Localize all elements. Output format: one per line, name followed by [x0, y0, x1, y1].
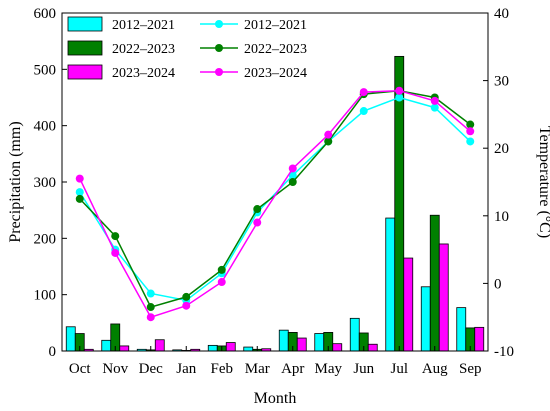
point-3-apr — [288, 164, 297, 173]
bar-1-jun — [349, 317, 360, 352]
x-tick-label: Oct — [69, 361, 91, 377]
y-left-tick-label: 400 — [34, 119, 57, 135]
point-3-feb — [217, 278, 226, 287]
legend-line-label: 2023–2024 — [244, 66, 307, 81]
legend-marker — [215, 44, 223, 52]
point-1-sep — [466, 137, 475, 146]
bar-3-feb — [225, 342, 236, 352]
x-tick-label: Dec — [139, 361, 163, 377]
legend-line-label: 2022–2023 — [244, 42, 307, 57]
legend-bar-swatch — [67, 64, 103, 80]
point-2-nov — [111, 232, 120, 241]
legend-bar-swatch — [67, 40, 103, 56]
bar-3-jul — [403, 257, 414, 352]
y-axis-right-title: Temperature (°C) — [536, 126, 550, 238]
legend-bar-swatch — [67, 16, 103, 32]
point-2-sep — [466, 120, 475, 129]
bar-1-sep — [456, 307, 467, 352]
point-3-mar — [253, 218, 262, 227]
point-1-jun — [359, 107, 368, 116]
legend-bar-label: 2012–2021 — [112, 18, 175, 33]
bar-1-feb — [207, 344, 218, 352]
line-series-1 — [79, 96, 471, 302]
x-tick-label: Feb — [211, 361, 234, 377]
point-1-oct — [75, 188, 84, 197]
bar-1-nov — [101, 339, 112, 352]
y-left-tick-label: 100 — [34, 288, 57, 304]
y-left-tick-label: 500 — [34, 62, 57, 78]
bar-2-aug — [429, 214, 440, 352]
legend-bar-label: 2022–2023 — [112, 42, 175, 57]
bar-3-apr — [296, 337, 307, 352]
axes-layer: 0 100 200 300 400 500 600 -10 0 10 20 30 40 Oct Nov Dec… — [34, 6, 515, 377]
y-left-tick-label: 300 — [34, 175, 57, 191]
legend: 2012–2021 2022–2023 2023–2024 2012–2021 2022… — [67, 16, 307, 81]
y-left-tick-label: 200 — [34, 231, 57, 247]
bar-1-jul — [385, 217, 396, 352]
y-left-tick-label: 0 — [49, 344, 57, 360]
point-3-oct — [75, 174, 84, 183]
x-tick-label: May — [315, 361, 343, 377]
bar-3-may — [332, 343, 343, 352]
bar-3-jun — [367, 343, 378, 352]
y-right-tick-label: 40 — [494, 6, 509, 22]
y-right-tick-label: 10 — [494, 209, 509, 225]
bar-1-oct — [65, 326, 76, 352]
x-tick-label: Nov — [102, 361, 128, 377]
point-1-dec — [146, 289, 155, 298]
point-3-sep — [466, 127, 475, 136]
point-2-oct — [75, 194, 84, 203]
bar-1-aug — [420, 286, 431, 352]
y-axis-left-title: Precipitation (mm) — [7, 121, 24, 242]
bar-1-may — [314, 333, 325, 352]
point-3-aug — [430, 96, 439, 105]
x-tick-label: Apr — [281, 361, 304, 377]
point-3-jul — [395, 86, 404, 95]
point-2-mar — [253, 205, 262, 214]
bar-1-mar — [243, 346, 254, 352]
point-2-jan — [182, 292, 191, 301]
line-series-3 — [79, 89, 471, 319]
x-tick-label: Jun — [353, 361, 374, 377]
legend-marker — [215, 68, 223, 76]
legend-line-label: 2012–2021 — [244, 18, 307, 33]
y-left-tick-label: 600 — [34, 6, 57, 22]
bar-3-nov — [119, 345, 130, 352]
point-2-dec — [146, 303, 155, 312]
point-1-apr — [288, 171, 297, 180]
point-2-may — [324, 137, 333, 146]
bar-3-sep — [474, 326, 485, 352]
point-1-aug — [430, 103, 439, 112]
legend-marker — [215, 20, 223, 28]
point-2-apr — [288, 178, 297, 186]
point-2-feb — [217, 265, 226, 274]
point-3-jan — [182, 301, 191, 310]
point-3-dec — [146, 313, 155, 322]
y-right-tick-label: 0 — [494, 276, 502, 292]
x-tick-label: Mar — [245, 361, 270, 377]
bar-1-apr — [278, 329, 289, 352]
bars-layer — [65, 55, 485, 352]
y-right-tick-label: 20 — [494, 141, 509, 157]
bar-3-dec — [154, 339, 165, 352]
x-tick-label: Aug — [422, 361, 448, 377]
x-tick-label: Jan — [176, 361, 196, 377]
point-3-jun — [359, 88, 368, 97]
bar-3-aug — [438, 243, 449, 352]
y-right-tick-label: 30 — [494, 74, 509, 90]
point-3-may — [324, 130, 333, 139]
y-right-tick-label: -10 — [494, 344, 514, 360]
x-tick-label: Jul — [390, 361, 408, 377]
x-tick-label: Sep — [459, 361, 482, 377]
legend-bar-label: 2023–2024 — [112, 66, 175, 81]
point-1-jul — [395, 93, 404, 102]
lines-layer — [75, 86, 475, 322]
point-3-nov — [111, 248, 120, 257]
x-axis-title: Month — [254, 390, 297, 407]
